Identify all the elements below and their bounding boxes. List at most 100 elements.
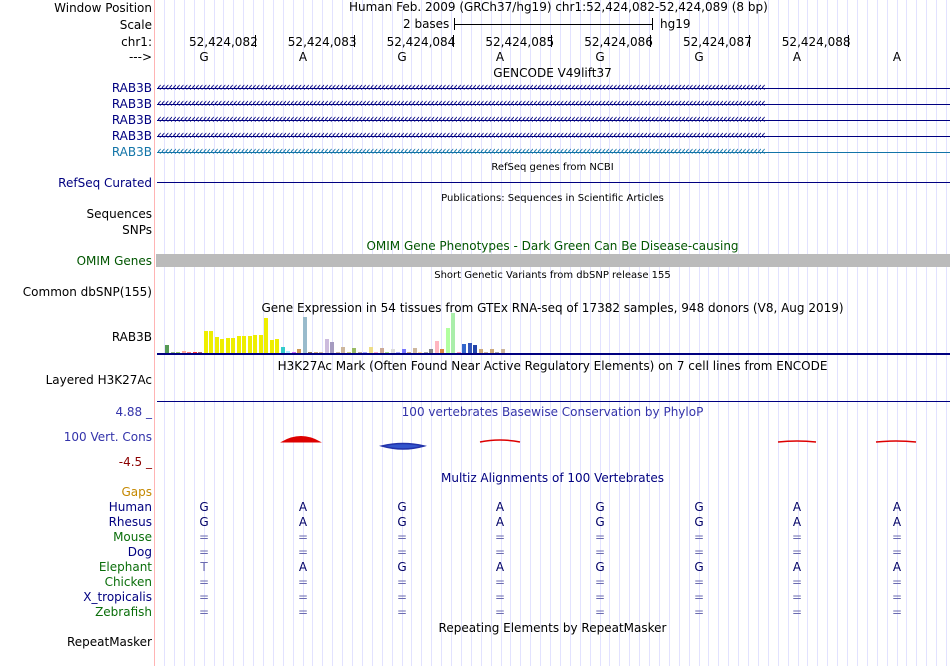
gencode-transcript-line[interactable] — [157, 88, 950, 89]
multiz-species-label[interactable]: Human — [108, 500, 152, 514]
dbsnp-track-label[interactable]: Common dbSNP(155) — [22, 285, 152, 299]
gtex-track-label[interactable]: RAB3B — [111, 330, 152, 344]
gtex-tissue-bar[interactable] — [302, 317, 307, 353]
gtex-tissue-bar[interactable] — [258, 335, 263, 353]
refseq-gene-line[interactable] — [157, 182, 950, 183]
gtex-tissue-bar[interactable] — [220, 339, 225, 353]
phylop-track-title[interactable]: 100 vertebrates Basewise Conservation by… — [401, 405, 704, 419]
gtex-tissue-bar[interactable] — [324, 339, 329, 353]
h3k27ac-track-title[interactable]: H3K27Ac Mark (Often Found Near Active Re… — [277, 359, 828, 373]
publications-track-label[interactable]: Sequences — [86, 207, 152, 221]
gencode-transcript-line[interactable] — [157, 104, 950, 105]
gtex-tissue-bar[interactable] — [286, 351, 291, 353]
gtex-tissue-bar[interactable] — [429, 349, 434, 353]
gtex-tissue-bar[interactable] — [440, 349, 445, 353]
gtex-tissue-bar[interactable] — [225, 338, 230, 353]
gtex-tissue-bar[interactable] — [357, 352, 362, 353]
gtex-tissue-bar[interactable] — [451, 313, 456, 353]
gtex-tissue-bar[interactable] — [390, 349, 395, 353]
gtex-tissue-bar[interactable] — [236, 336, 241, 353]
multiz-species-label[interactable]: X_tropicalis — [83, 590, 152, 604]
gtex-tissue-bar[interactable] — [214, 337, 219, 353]
gtex-tissue-bar[interactable] — [198, 352, 203, 353]
gtex-tissue-bar[interactable] — [297, 349, 302, 353]
gtex-tissue-bar[interactable] — [462, 344, 467, 353]
multiz-gaps-label[interactable]: Gaps — [121, 485, 152, 499]
refseq-track-label[interactable]: RefSeq Curated — [58, 176, 152, 190]
gtex-tissue-bar[interactable] — [385, 352, 390, 353]
omim-gene-bar[interactable] — [156, 254, 950, 267]
gtex-tissue-bar[interactable] — [341, 347, 346, 353]
gencode-transcript-label[interactable]: RAB3B — [111, 145, 152, 159]
gencode-track-title[interactable]: GENCODE V49lift37 — [493, 66, 612, 80]
gtex-tissue-bar[interactable] — [401, 349, 406, 353]
multiz-species-label[interactable]: Elephant — [98, 560, 152, 574]
gtex-tissue-bar[interactable] — [203, 331, 208, 353]
multiz-species-label[interactable]: Zebrafish — [95, 605, 152, 619]
refseq-track-title[interactable]: RefSeq genes from NCBI — [491, 162, 614, 173]
gtex-tissue-bar[interactable] — [242, 336, 247, 353]
gtex-tissue-bar[interactable] — [407, 352, 412, 353]
gtex-tissue-bar[interactable] — [473, 345, 478, 353]
h3k27ac-track-label[interactable]: Layered H3K27Ac — [45, 373, 152, 387]
gencode-transcript-label[interactable]: RAB3B — [111, 113, 152, 127]
gtex-tissue-bar[interactable] — [396, 352, 401, 353]
gtex-tissue-bar[interactable] — [170, 352, 175, 353]
gtex-tissue-bar[interactable] — [280, 347, 285, 353]
gtex-tissue-bar[interactable] — [269, 340, 274, 353]
gtex-tissue-bar[interactable] — [418, 352, 423, 353]
gtex-tissue-bar[interactable] — [165, 345, 170, 353]
multiz-track-title[interactable]: Multiz Alignments of 100 Vertebrates — [440, 471, 665, 485]
gtex-tissue-bar[interactable] — [291, 352, 296, 353]
gencode-transcript-line[interactable] — [157, 136, 950, 137]
gtex-track-title[interactable]: Gene Expression in 54 tissues from GTEx … — [261, 301, 844, 315]
gtex-tissue-bar[interactable] — [500, 349, 505, 353]
gtex-tissue-bar[interactable] — [313, 352, 318, 353]
gtex-tissue-bar[interactable] — [495, 352, 500, 353]
gtex-tissue-bar[interactable] — [484, 352, 489, 353]
gtex-tissue-bar[interactable] — [346, 352, 351, 353]
gtex-tissue-bar[interactable] — [275, 339, 280, 353]
gencode-transcript-label[interactable]: RAB3B — [111, 97, 152, 111]
gtex-tissue-bar[interactable] — [335, 352, 340, 353]
gtex-tissue-bar[interactable] — [247, 336, 252, 353]
gencode-transcript-line[interactable] — [157, 120, 950, 121]
gtex-tissue-bar[interactable] — [264, 318, 269, 353]
gtex-tissue-bar[interactable] — [445, 328, 450, 353]
phylop-track-label[interactable]: 100 Vert. Cons — [63, 430, 152, 444]
gtex-tissue-bar[interactable] — [319, 352, 324, 353]
publications-track-title[interactable]: Publications: Sequences in Scientific Ar… — [441, 193, 664, 204]
gtex-tissue-bar[interactable] — [253, 335, 258, 353]
multiz-species-label[interactable]: Mouse — [113, 530, 152, 544]
gtex-tissue-bar[interactable] — [456, 352, 461, 353]
window-position-value[interactable]: Human Feb. 2009 (GRCh37/hg19) chr1:52,42… — [349, 0, 768, 14]
omim-track-title[interactable]: OMIM Gene Phenotypes - Dark Green Can Be… — [366, 239, 739, 253]
dbsnp-track-title[interactable]: Short Genetic Variants from dbSNP releas… — [434, 270, 671, 281]
gtex-tissue-bar[interactable] — [181, 351, 186, 353]
gtex-tissue-bar[interactable] — [374, 352, 379, 353]
gencode-transcript-label[interactable]: RAB3B — [111, 129, 152, 143]
gencode-transcript-line[interactable] — [157, 152, 950, 153]
gtex-tissue-bar[interactable] — [187, 352, 192, 353]
snps-track-label[interactable]: SNPs — [122, 223, 152, 237]
gtex-tissue-bar[interactable] — [368, 347, 373, 353]
multiz-species-label[interactable]: Rhesus — [108, 515, 152, 529]
gtex-tissue-bar[interactable] — [231, 338, 236, 353]
multiz-species-label[interactable]: Chicken — [104, 575, 152, 589]
gtex-tissue-bar[interactable] — [209, 331, 214, 353]
gtex-tissue-bar[interactable] — [363, 352, 368, 353]
gtex-tissue-bar[interactable] — [192, 352, 197, 353]
omim-track-label[interactable]: OMIM Genes — [76, 254, 152, 268]
gtex-tissue-bar[interactable] — [379, 348, 384, 353]
gencode-transcript-label[interactable]: RAB3B — [111, 81, 152, 95]
multiz-species-label[interactable]: Dog — [127, 545, 152, 559]
gtex-tissue-bar[interactable] — [467, 343, 472, 353]
gtex-tissue-bar[interactable] — [423, 352, 428, 353]
gtex-tissue-bar[interactable] — [489, 349, 494, 353]
gtex-tissue-bar[interactable] — [412, 348, 417, 353]
gtex-tissue-bar[interactable] — [308, 352, 313, 353]
gtex-tissue-bar[interactable] — [352, 348, 357, 353]
gtex-tissue-bar[interactable] — [434, 341, 439, 353]
repeatmasker-track-title[interactable]: Repeating Elements by RepeatMasker — [438, 621, 667, 635]
